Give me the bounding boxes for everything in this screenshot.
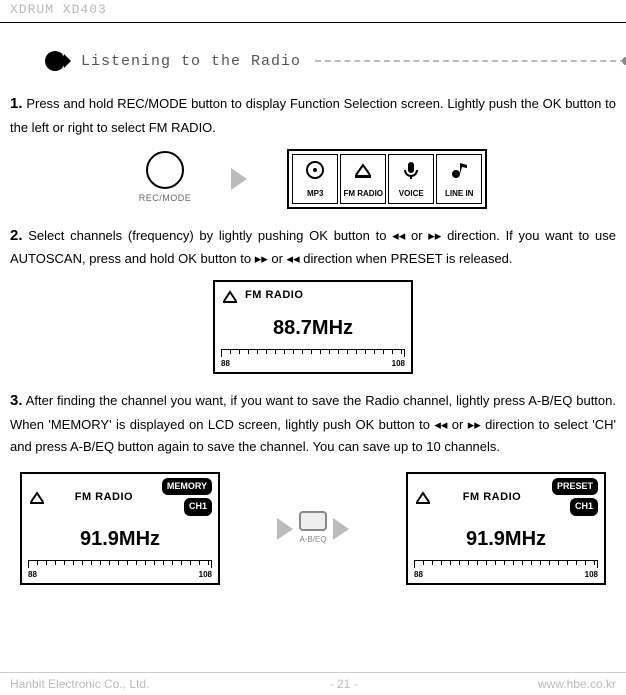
range-high: 108 bbox=[199, 568, 212, 582]
memory-badge: MEMORY bbox=[162, 478, 212, 495]
page-footer: Hanbit Electronic Co., Ltd. - 21 - www.h… bbox=[0, 672, 626, 691]
rec-circle-icon bbox=[146, 151, 184, 189]
func-item-label: MP3 bbox=[307, 187, 323, 201]
preset-badge: PRESET bbox=[552, 478, 598, 495]
top-rule bbox=[0, 22, 626, 23]
radio-icon bbox=[414, 488, 432, 506]
frequency-bar bbox=[221, 349, 405, 357]
func-item-voice: VOICE bbox=[388, 154, 434, 204]
radio-icon bbox=[28, 488, 46, 506]
function-selection-screen: MP3 FM RADIO VOICE LINE IN bbox=[287, 149, 487, 209]
fm-screen-memory: FM RADIO MEMORY CH1 91.9MHz 88 108 bbox=[20, 472, 220, 585]
fm-top-row: FM RADIO bbox=[221, 286, 405, 305]
fm-screen-1: FM RADIO 88.7MHz 88 108 bbox=[213, 280, 413, 374]
title-end-dot bbox=[622, 57, 626, 65]
arrow-right-icon bbox=[231, 168, 247, 190]
fm-radio-label: FM RADIO bbox=[463, 488, 521, 507]
step-3: 3. After finding the channel you want, i… bbox=[10, 388, 616, 458]
frequency-range: 88 108 bbox=[28, 568, 212, 582]
model-header: XDRUM XD403 bbox=[0, 0, 626, 19]
frequency-display-memory: 91.9MHz bbox=[28, 522, 212, 556]
radio-icon bbox=[221, 287, 239, 305]
frequency-bar bbox=[28, 560, 212, 568]
title-dashed-line bbox=[315, 60, 626, 62]
func-item-linein: LINE IN bbox=[436, 154, 482, 204]
fm-screen-preset: FM RADIO PRESET CH1 91.9MHz 88 108 bbox=[406, 472, 606, 585]
step-1: 1. Press and hold REC/MODE button to dis… bbox=[10, 91, 616, 139]
range-low: 88 bbox=[221, 357, 230, 371]
step-3-text: After finding the channel you want, if y… bbox=[10, 393, 616, 454]
rec-mode-label: REC/MODE bbox=[139, 191, 192, 206]
func-item-mp3: MP3 bbox=[292, 154, 338, 204]
abeq-label: A-B/EQ bbox=[299, 533, 327, 547]
frequency-display-1: 88.7MHz bbox=[221, 311, 405, 345]
speaker-icon bbox=[45, 51, 65, 71]
step-1-num: 1. bbox=[10, 95, 23, 112]
fm-top-preset: FM RADIO PRESET CH1 bbox=[414, 478, 598, 516]
abeq-button-graphic: A-B/EQ bbox=[299, 511, 327, 547]
voice-icon bbox=[399, 158, 423, 182]
step-2-num: 2. bbox=[10, 227, 23, 244]
ch-badge: CH1 bbox=[184, 498, 212, 515]
func-item-label: FM RADIO bbox=[343, 187, 383, 201]
range-high: 108 bbox=[585, 568, 598, 582]
frequency-range: 88 108 bbox=[221, 357, 405, 371]
arrow-right-icon bbox=[333, 518, 349, 540]
frequency-display-preset: 91.9MHz bbox=[414, 522, 598, 556]
content-body: 1. Press and hold REC/MODE button to dis… bbox=[0, 91, 626, 585]
step-1-text: Press and hold REC/MODE button to displa… bbox=[10, 96, 616, 135]
step-2-text: Select channels (frequency) by lightly p… bbox=[10, 228, 616, 267]
frequency-range: 88 108 bbox=[414, 568, 598, 582]
section-title-row: Listening to the Radio bbox=[45, 51, 626, 71]
badge-column-memory: MEMORY CH1 bbox=[162, 478, 212, 516]
fm-radio-label: FM RADIO bbox=[75, 488, 133, 507]
footer-page-number: - 21 - bbox=[330, 677, 358, 691]
footer-company: Hanbit Electronic Co., Ltd. bbox=[10, 677, 149, 691]
func-item-fm: FM RADIO bbox=[340, 154, 386, 204]
func-item-label: LINE IN bbox=[445, 187, 473, 201]
range-low: 88 bbox=[414, 568, 423, 582]
linein-icon bbox=[447, 158, 471, 182]
abeq-button-icon bbox=[299, 511, 327, 531]
fm-top-memory: FM RADIO MEMORY CH1 bbox=[28, 478, 212, 516]
range-low: 88 bbox=[28, 568, 37, 582]
func-item-label: VOICE bbox=[399, 187, 424, 201]
ch-badge: CH1 bbox=[570, 498, 598, 515]
mp3-icon bbox=[303, 158, 327, 182]
arrow-right-icon bbox=[277, 518, 293, 540]
rec-mode-button-graphic: REC/MODE bbox=[139, 151, 192, 206]
step-2: 2. Select channels (frequency) by lightl… bbox=[10, 223, 616, 271]
footer-url: www.hbe.co.kr bbox=[538, 677, 616, 691]
arrows-with-button: A-B/EQ bbox=[277, 511, 349, 547]
fm-radio-label: FM RADIO bbox=[245, 286, 303, 305]
range-high: 108 bbox=[392, 357, 405, 371]
figure-row-3: FM RADIO MEMORY CH1 91.9MHz 88 108 A-B/EQ… bbox=[20, 472, 606, 585]
fm-icon bbox=[351, 158, 375, 182]
section-title: Listening to the Radio bbox=[81, 53, 301, 70]
frequency-bar bbox=[414, 560, 598, 568]
badge-column-preset: PRESET CH1 bbox=[552, 478, 598, 516]
figure-row-1: REC/MODE MP3 FM RADIO VOICE LINE IN bbox=[10, 149, 616, 209]
step-3-num: 3. bbox=[10, 392, 23, 409]
